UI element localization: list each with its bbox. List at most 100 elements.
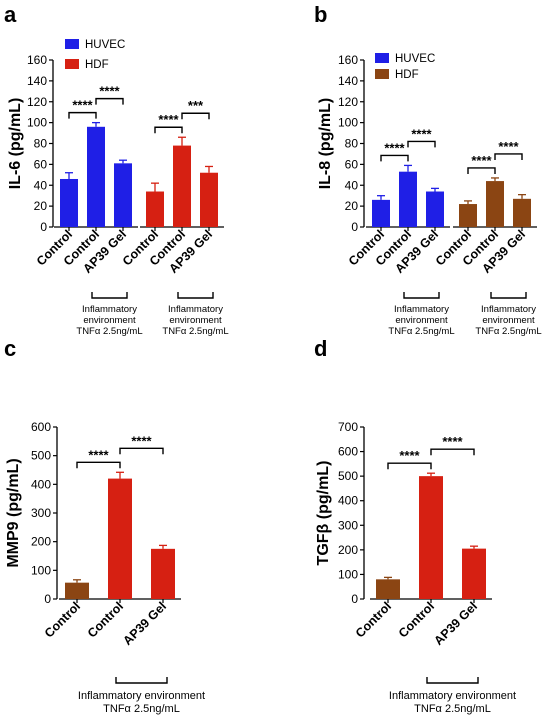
y-tick-label: 200	[31, 535, 51, 549]
bar	[513, 198, 531, 227]
y-tick-label: 100	[31, 563, 51, 577]
y-tick-label: 500	[31, 449, 51, 463]
significance-bracket	[95, 97, 124, 105]
legend-swatch	[375, 69, 389, 79]
treatment-bracket	[91, 292, 128, 299]
significance-bracket	[380, 154, 409, 162]
panel-letter: b	[314, 2, 327, 27]
x-category-label: Control	[353, 599, 394, 640]
significance-bracket	[154, 126, 183, 134]
bar	[376, 579, 400, 599]
significance-label: ****	[384, 140, 405, 155]
bar	[65, 582, 89, 599]
y-tick-label: 0	[351, 592, 358, 606]
y-axis-title: IL-8 (pg/mL)	[317, 98, 334, 190]
legend-label: HUVEC	[395, 53, 435, 65]
y-tick-label: 100	[338, 116, 358, 130]
significance-label: ****	[411, 126, 432, 141]
treatment-bracket	[177, 292, 214, 299]
y-tick-label: 300	[31, 506, 51, 520]
significance-label: ****	[131, 433, 152, 448]
panel-letter: c	[4, 336, 16, 361]
significance-label: ****	[471, 153, 492, 168]
treatment-bracket	[490, 292, 527, 299]
y-tick-label: 140	[27, 74, 47, 88]
y-axis-title: TGFβ (pg/mL)	[315, 461, 332, 566]
y-tick-label: 400	[338, 494, 358, 508]
significance-bracket	[494, 153, 523, 160]
panel-d: d 0 100 200 300 400 500 600 700 TGFβ (pg/mL) Contr…	[314, 336, 516, 715]
y-tick-label: 120	[27, 95, 47, 109]
bar	[419, 476, 443, 599]
y-tick-label: 600	[338, 445, 358, 459]
y-tick-label: 160	[27, 53, 47, 67]
bar	[146, 191, 164, 227]
treatment-bracket	[426, 677, 479, 684]
x-category-label: AP39 Gel	[120, 599, 169, 648]
significance-label: ***	[188, 98, 204, 113]
y-tick-label: 0	[351, 220, 358, 234]
y-tick-label: 80	[34, 137, 48, 151]
bar	[108, 478, 132, 599]
legend-label: HUVEC	[85, 39, 125, 51]
legend-label: HDF	[395, 69, 419, 81]
y-tick-label: 0	[40, 220, 47, 234]
y-tick-label: 300	[338, 518, 358, 532]
bar	[459, 204, 477, 227]
bar	[426, 191, 444, 227]
bar	[173, 145, 191, 227]
bar	[200, 172, 218, 227]
y-tick-label: 0	[44, 592, 51, 606]
significance-label: ****	[498, 139, 519, 154]
env-label: Inflammatory environment TNFα 2.5ng/mL	[76, 304, 142, 337]
y-tick-label: 600	[31, 420, 51, 434]
significance-bracket	[467, 167, 496, 174]
bar	[372, 199, 390, 227]
significance-bracket	[387, 462, 432, 470]
significance-bracket	[119, 447, 164, 455]
env-label: Inflammatory environment TNFα 2.5ng/mL	[162, 304, 228, 337]
bar	[399, 171, 417, 227]
panel-letter: a	[4, 2, 17, 27]
bar	[462, 548, 486, 599]
significance-bracket	[430, 448, 475, 456]
y-tick-label: 700	[338, 420, 358, 434]
bar	[151, 548, 175, 599]
y-tick-label: 100	[338, 567, 358, 581]
x-category-label: Control	[85, 599, 126, 640]
y-tick-label: 120	[338, 95, 358, 109]
significance-label: ****	[99, 84, 120, 99]
y-tick-label: 200	[338, 543, 358, 557]
env-label: Inflammatory environment TNFα 2.5ng/mL	[388, 304, 454, 337]
bar	[87, 126, 105, 227]
legend-swatch	[375, 53, 389, 63]
y-tick-label: 40	[345, 178, 359, 192]
legend-swatch	[65, 59, 79, 69]
y-tick-label: 20	[345, 199, 359, 213]
significance-label: ****	[88, 447, 109, 462]
y-tick-label: 100	[27, 116, 47, 130]
bar	[60, 178, 78, 227]
env-label: Inflammatory environment TNFα 2.5ng/mL	[475, 304, 541, 337]
y-tick-label: 20	[34, 199, 48, 213]
y-tick-label: 140	[338, 74, 358, 88]
significance-label: ****	[442, 434, 463, 449]
treatment-bracket	[403, 292, 440, 299]
y-tick-label: 40	[34, 178, 48, 192]
legend-swatch	[65, 39, 79, 49]
legend-label: HDF	[85, 59, 109, 71]
y-tick-label: 60	[34, 157, 48, 171]
y-axis-title: MMP9 (pg/mL)	[5, 458, 22, 567]
y-tick-label: 400	[31, 477, 51, 491]
significance-bracket	[181, 112, 210, 120]
bar	[486, 181, 504, 227]
significance-bracket	[407, 140, 436, 148]
treatment-bracket	[115, 677, 168, 684]
significance-bracket	[68, 111, 97, 119]
significance-label: ****	[72, 98, 93, 113]
significance-bracket	[76, 461, 121, 469]
